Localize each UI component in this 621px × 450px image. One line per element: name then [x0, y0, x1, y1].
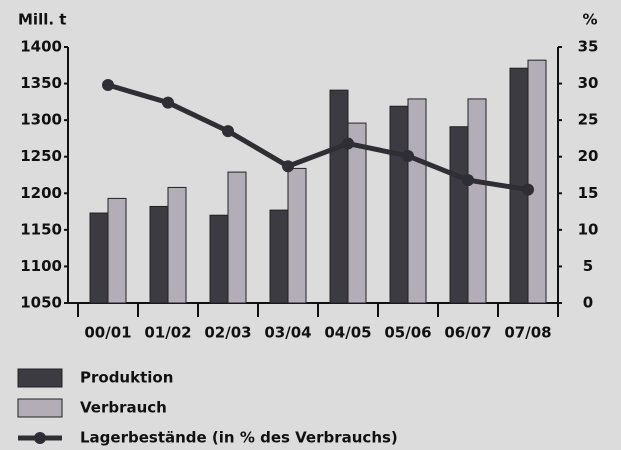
x-tick-label: 05/06	[384, 324, 431, 342]
point	[282, 160, 294, 173]
legend-label: Produktion	[80, 369, 173, 387]
x-tick-label: 06/07	[444, 324, 491, 342]
y-tick-label: 1300	[20, 111, 62, 129]
y-tick-label: 1400	[20, 38, 62, 56]
point	[522, 183, 534, 196]
legend-label: Lagerbestände (in % des Verbrauchs)	[80, 429, 398, 447]
bar	[527, 59, 547, 304]
x-tick-label: 01/02	[144, 324, 191, 342]
y2-tick-label: 5	[583, 257, 593, 275]
line	[107, 82, 529, 193]
legend-swatch	[17, 368, 63, 388]
x-tick-label: 00/01	[84, 324, 131, 342]
bar	[167, 186, 187, 304]
y2-tick-label: 30	[578, 74, 599, 92]
y-tick-label: 1200	[20, 184, 62, 202]
legend-label: Verbrauch	[80, 399, 167, 417]
bar	[449, 126, 469, 304]
y2-tick-label: 20	[578, 147, 599, 165]
y2-axis-label: %	[582, 11, 597, 29]
point	[342, 137, 354, 150]
point	[462, 174, 474, 187]
bar	[227, 171, 247, 304]
y-tick-label: 1150	[20, 220, 62, 238]
y2-tick-label: 35	[578, 38, 599, 56]
legend-point	[34, 432, 46, 444]
bar	[149, 205, 169, 304]
bar	[89, 212, 109, 304]
point	[402, 149, 414, 162]
bar	[209, 214, 229, 304]
legend-swatch	[17, 398, 63, 418]
bar	[269, 209, 289, 304]
x-tick-label: 07/08	[504, 324, 551, 342]
bar	[287, 167, 307, 304]
bar	[407, 98, 427, 304]
y-tick-label: 1250	[20, 147, 62, 165]
y-tick-label: 1050	[20, 294, 62, 312]
y2-tick-label: 25	[578, 111, 599, 129]
x-tick-label: 04/05	[324, 324, 371, 342]
bar	[467, 98, 487, 304]
point	[222, 125, 234, 138]
bar	[389, 105, 409, 304]
point	[102, 79, 114, 92]
y2-tick-label: 15	[578, 184, 599, 202]
bar	[107, 197, 127, 304]
y-tick-label: 1100	[20, 257, 62, 275]
y2-tick-label: 10	[578, 220, 599, 238]
x-tick-label: 03/04	[264, 324, 311, 342]
y-axis-label: Mill. t	[18, 11, 66, 29]
bar	[347, 122, 367, 304]
point	[162, 96, 174, 109]
x-tick-label: 02/03	[204, 324, 251, 342]
y-tick-label: 1350	[20, 74, 62, 92]
bar	[329, 89, 349, 304]
y2-tick-label: 0	[583, 294, 593, 312]
